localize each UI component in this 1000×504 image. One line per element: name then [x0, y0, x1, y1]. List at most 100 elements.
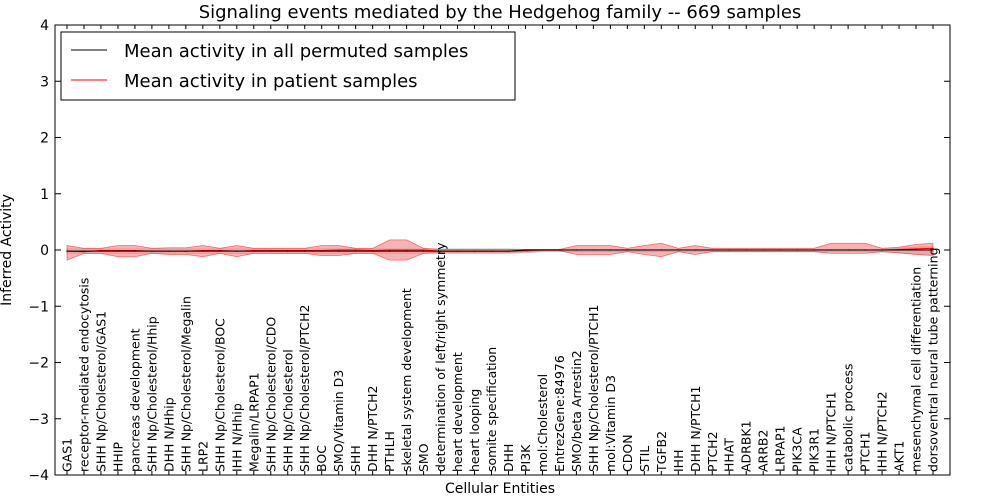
category-label: SHH Np/Cholesterol/GAS1 — [93, 311, 108, 472]
category-label: SMO/Vitamin D3 — [331, 370, 346, 472]
permuted-point-10 — [236, 250, 238, 252]
permuted-point-41 — [762, 249, 764, 251]
y-tick-label: −3 — [28, 412, 49, 428]
category-label: SHH — [348, 445, 363, 472]
category-label: HHAT — [722, 438, 737, 472]
category-label: SHH Np/Cholesterol/PTCH1 — [586, 305, 601, 473]
category-label: EntrezGene:84976 — [552, 355, 567, 472]
permuted-point-33 — [626, 249, 628, 251]
patient-point-51 — [932, 247, 934, 249]
category-label: SHH Np/Cholesterol/CDO — [263, 317, 278, 472]
permuted-point-14 — [304, 250, 306, 252]
permuted-point-17 — [355, 250, 357, 252]
category-label: SHH Np/Cholesterol/Megalin — [178, 296, 193, 472]
permuted-point-11 — [253, 250, 255, 252]
category-label: STIL — [637, 446, 652, 472]
category-label: SHH Np/Cholesterol/BOC — [212, 318, 227, 472]
legend-label-permuted: Mean activity in all permuted samples — [124, 41, 468, 62]
category-label: IHH N/PTCH1 — [824, 391, 839, 472]
permuted-point-13 — [287, 250, 289, 252]
category-label: AKT1 — [892, 441, 907, 472]
category-label: CDON — [620, 434, 635, 472]
category-label: SHH Np/Cholesterol/Hhip — [144, 316, 159, 472]
category-label: skeletal system development — [399, 288, 414, 472]
y-tick-label: 2 — [40, 131, 49, 147]
permuted-point-19 — [389, 250, 391, 252]
permuted-point-27 — [524, 249, 527, 251]
permuted-point-29 — [558, 249, 561, 251]
permuted-point-35 — [660, 249, 662, 251]
permuted-point-2 — [100, 250, 102, 252]
x-axis-title: Cellular Entities — [445, 481, 555, 497]
patient-point-21 — [422, 249, 425, 251]
category-label: SHH Np/Cholesterol — [280, 349, 295, 472]
permuted-point-51 — [932, 249, 934, 251]
patient-point-17 — [355, 249, 357, 251]
patient-point-20 — [406, 249, 408, 251]
category-label: DHH N/PTCH1 — [688, 386, 703, 472]
y-tick-label: 1 — [40, 187, 49, 203]
category-label: receptor-mediated endocytosis — [76, 278, 91, 472]
permuted-point-42 — [779, 249, 781, 251]
category-label: determination of left/right symmetry — [433, 242, 448, 472]
category-labels: GAS1 receptor-mediated endocytosis SHH Np/… — [60, 242, 941, 473]
category-label: PTHLH — [382, 431, 397, 472]
category-label: PIK3CA — [790, 427, 805, 472]
permuted-point-46 — [847, 249, 849, 251]
y-tick-label: −1 — [28, 299, 49, 315]
category-label: SHH Np/Cholesterol/PTCH2 — [297, 305, 312, 473]
category-label: IHH — [671, 450, 686, 473]
permuted-point-47 — [864, 249, 866, 251]
permuted-point-16 — [338, 250, 340, 252]
legend-label-patient: Mean activity in patient samples — [124, 71, 418, 92]
category-label: mesenchymal cell differentiation — [909, 267, 924, 472]
permuted-point-37 — [694, 249, 696, 251]
permuted-point-34 — [643, 249, 645, 251]
category-label: mol:Cholesterol — [535, 374, 550, 472]
permuted-point-23 — [456, 250, 459, 252]
permuted-point-3 — [117, 250, 119, 252]
permuted-point-49 — [898, 249, 900, 251]
permuted-point-48 — [881, 249, 883, 251]
category-label: PTCH1 — [858, 431, 873, 472]
category-label: ARRB2 — [756, 430, 771, 472]
permuted-point-45 — [830, 249, 832, 251]
y-tick-label: −2 — [28, 356, 49, 372]
category-label: catabolic process — [841, 363, 856, 472]
permuted-point-9 — [219, 250, 221, 252]
permuted-point-12 — [270, 250, 272, 252]
category-label: Megalin/LRPAP1 — [246, 372, 261, 472]
permuted-point-1 — [83, 250, 85, 252]
y-tick-label: 3 — [40, 74, 49, 90]
permuted-point-32 — [609, 249, 611, 251]
category-label: LRP2 — [195, 441, 210, 472]
category-label: DHH N/Hhip — [161, 397, 176, 472]
category-label: somite specification — [484, 347, 499, 472]
permuted-point-7 — [185, 250, 187, 252]
permuted-point-28 — [541, 249, 544, 251]
category-label: mol:Vitamin D3 — [603, 375, 618, 472]
y-tick-label: −4 — [28, 468, 49, 484]
y-axis-title: Inferred Activity — [0, 194, 15, 306]
category-label: PTCH2 — [705, 431, 720, 472]
y-tick-label: 0 — [40, 243, 49, 259]
category-label: pancreas development — [127, 328, 142, 472]
category-label: IHH N/PTCH2 — [875, 391, 890, 472]
category-label: GAS1 — [60, 438, 75, 472]
permuted-point-22 — [439, 250, 442, 252]
permuted-point-43 — [796, 249, 798, 251]
permuted-point-38 — [711, 249, 713, 251]
category-label: ADRBK1 — [739, 420, 754, 472]
category-label: dorsoventral neural tube patterning — [926, 248, 941, 473]
permuted-point-8 — [202, 250, 204, 252]
permuted-point-5 — [151, 250, 153, 252]
permuted-point-25 — [490, 250, 493, 252]
patient-band — [66, 239, 934, 261]
permuted-point-20 — [406, 250, 408, 252]
bands-layer — [66, 239, 934, 261]
permuted-point-15 — [321, 250, 323, 252]
category-label: heart development — [450, 352, 465, 472]
category-label: IHH N/Hhip — [229, 403, 244, 472]
